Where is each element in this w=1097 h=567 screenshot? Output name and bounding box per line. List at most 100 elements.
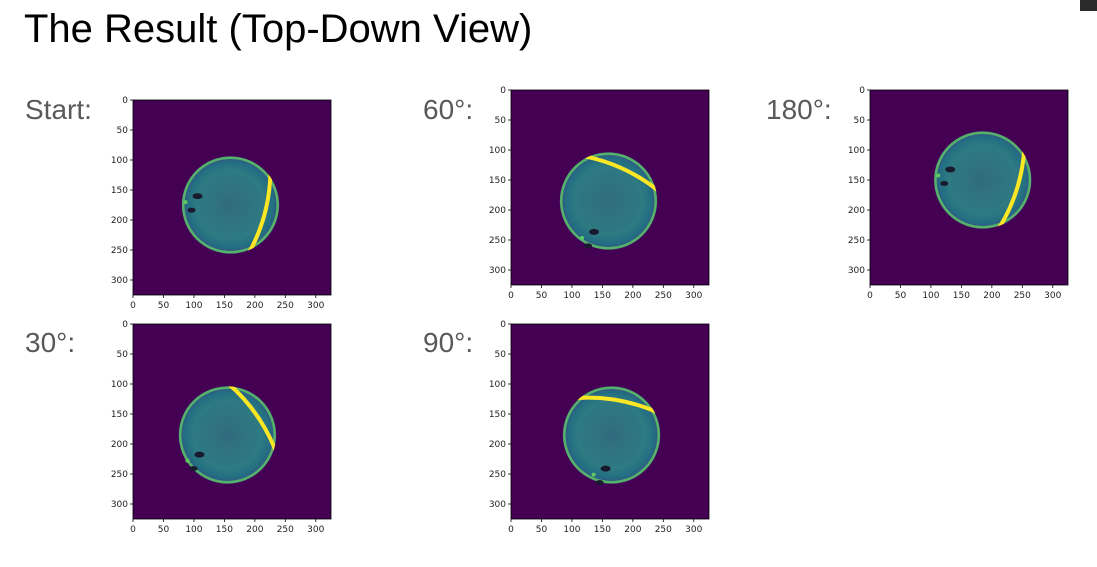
axes-frame: [510, 323, 710, 520]
y-tick-label: 300: [489, 266, 506, 276]
ball-rim: [178, 386, 276, 484]
plot-60: 0 50 100 150 200 250 300 0 50 100 150 200 250 300: [478, 84, 718, 306]
axes-frame: [869, 89, 1069, 286]
x-tick-label: 200: [624, 525, 641, 535]
y-tick-label: 200: [489, 206, 506, 216]
y-tick-label: 200: [489, 440, 506, 450]
y-tick-label: 100: [111, 156, 128, 166]
ball-mark: [194, 451, 205, 458]
y-tick-label: 250: [848, 236, 865, 246]
label-60: 60°:: [423, 94, 474, 125]
x-tick-label: 100: [922, 291, 939, 301]
x-tick-label: 200: [983, 291, 1000, 301]
heatmap-svg: 0 50 100 150 200 250 300 0 50 100 150 200 250 300: [489, 86, 710, 301]
label-start: Start:: [25, 94, 92, 125]
x-tick-label: 300: [1044, 291, 1061, 301]
corner-mark: [1080, 0, 1097, 11]
ball-mark: [189, 466, 198, 472]
y-tick-label: 150: [111, 410, 128, 420]
x-tick-label: 0: [508, 291, 514, 301]
ball-mark: [584, 243, 593, 249]
y-tick-label: 300: [111, 276, 128, 286]
y-tick-label: 100: [111, 380, 128, 390]
ball-mark: [183, 200, 188, 205]
y-tick-label: 50: [495, 350, 507, 360]
x-tick-label: 0: [130, 301, 136, 311]
y-tick-label: 250: [111, 470, 128, 480]
x-tick-label: 100: [563, 291, 580, 301]
y-tick-label: 100: [489, 380, 506, 390]
y-tick-label: 300: [848, 266, 865, 276]
y-tick-label: 0: [500, 86, 506, 96]
x-tick-label: 150: [216, 301, 233, 311]
plot-180: 0 50 100 150 200 250 300 0 50 100 150 200 250 300: [837, 84, 1077, 306]
heatmap-svg: 0 50 100 150 200 250 300 0 50 100 150 200 250 300: [111, 320, 332, 535]
plot-30: 0 50 100 150 200 250 300 0 50 100 150 200 250 300: [100, 318, 340, 540]
y-tick-label: 250: [489, 236, 506, 246]
y-tick-label: 0: [122, 96, 128, 106]
ball-mark: [589, 228, 600, 235]
x-tick-label: 300: [307, 525, 324, 535]
axes-frame: [132, 99, 332, 296]
heatmap-svg: 0 50 100 150 200 250 300 0 50 100 150 200 250 300: [111, 96, 332, 311]
ball-mark: [187, 207, 196, 213]
x-tick-label: 150: [594, 291, 611, 301]
y-tick-label: 300: [111, 500, 128, 510]
x-tick-label: 50: [536, 291, 548, 301]
x-tick-label: 150: [216, 525, 233, 535]
ball-rim: [181, 156, 279, 254]
x-tick-label: 250: [655, 291, 672, 301]
x-tick-label: 250: [277, 525, 294, 535]
ball-mark: [591, 472, 596, 477]
ball-rim: [934, 131, 1032, 229]
heatmap-svg: 0 50 100 150 200 250 300 0 50 100 150 200 250 300: [848, 86, 1069, 301]
x-tick-label: 150: [953, 291, 970, 301]
seam-stripe: [216, 386, 277, 466]
ball-mark: [940, 180, 949, 186]
x-tick-label: 0: [130, 525, 136, 535]
x-tick-label: 50: [895, 291, 907, 301]
x-tick-label: 100: [185, 301, 202, 311]
y-tick-label: 50: [117, 126, 129, 136]
heatmap-svg: 0 50 100 150 200 250 300 0 50 100 150 200 250 300: [489, 320, 710, 535]
ball-mark: [945, 166, 956, 173]
ball-mark: [580, 235, 585, 240]
ball-mark: [192, 193, 203, 200]
ball-rim: [559, 152, 657, 250]
y-tick-label: 0: [122, 320, 128, 330]
y-tick-label: 150: [111, 186, 128, 196]
y-tick-label: 0: [500, 320, 506, 330]
ball-body: [562, 386, 661, 484]
x-tick-label: 150: [594, 525, 611, 535]
label-180: 180°:: [766, 94, 832, 125]
plot-90: 0 50 100 150 200 250 300 0 50 100 150 200 250 300: [478, 318, 718, 540]
x-tick-label: 200: [246, 301, 263, 311]
ball-body: [559, 152, 658, 250]
y-tick-label: 0: [859, 86, 865, 96]
ball-body: [181, 156, 280, 254]
ball-rim: [563, 386, 661, 484]
ball-mark: [600, 465, 611, 472]
y-tick-label: 150: [489, 176, 506, 186]
x-tick-label: 300: [685, 291, 702, 301]
ball-body: [933, 131, 1032, 229]
axes-frame: [132, 323, 332, 520]
y-tick-label: 300: [489, 500, 506, 510]
x-tick-label: 200: [246, 525, 263, 535]
x-tick-label: 250: [1014, 291, 1031, 301]
x-tick-label: 300: [307, 301, 324, 311]
x-tick-label: 0: [867, 291, 873, 301]
x-tick-label: 100: [563, 525, 580, 535]
x-tick-label: 250: [277, 301, 294, 311]
y-tick-label: 100: [848, 146, 865, 156]
plot-start: 0 50 100 150 200 250 300 0 50 100 150 200 250 300: [100, 94, 340, 316]
y-tick-label: 200: [111, 216, 128, 226]
ball-mark: [936, 173, 941, 178]
y-tick-label: 200: [848, 206, 865, 216]
y-tick-label: 150: [489, 410, 506, 420]
y-tick-label: 50: [854, 116, 866, 126]
x-tick-label: 300: [685, 525, 702, 535]
x-tick-label: 250: [655, 525, 672, 535]
y-tick-label: 150: [848, 176, 865, 186]
ball-mark: [185, 458, 190, 463]
